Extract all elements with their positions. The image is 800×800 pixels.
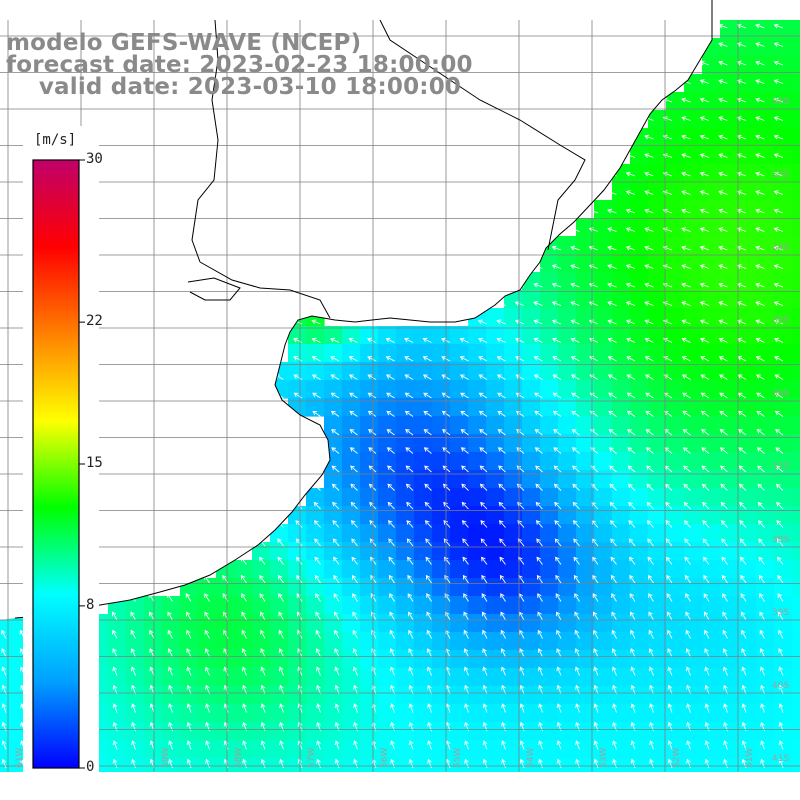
title-model: modelo GEFS-WAVE (NCEP) — [6, 30, 362, 56]
graticule — [0, 20, 800, 772]
lat-label: 32S — [772, 97, 789, 107]
lon-label: 55W — [453, 748, 463, 768]
lon-label: 59W — [161, 748, 171, 768]
wind-speed-field — [0, 20, 800, 800]
title-valid-date: valid date: 2023-03-10 18:00:00 — [6, 74, 462, 100]
lat-label: 35S — [772, 316, 789, 326]
lat-label: 34S — [772, 243, 789, 253]
lon-label: 52W — [672, 748, 682, 768]
colorbar-tick-label: 8 — [86, 596, 95, 613]
lat-label: 33S — [772, 170, 789, 180]
colorbar-tick-label: 15 — [86, 455, 103, 471]
colorbar-tick-label: 0 — [86, 759, 95, 775]
lon-label: 58W — [234, 748, 244, 768]
lon-label: 51W — [745, 748, 755, 768]
lon-label: 53W — [599, 748, 609, 768]
latitude-labels: 32S 33S 34S 35S 36S 37S 38S 39S 40S 41S — [772, 97, 789, 764]
colorbar-gradient — [32, 159, 80, 769]
lon-label: 57W — [307, 748, 317, 768]
lat-label: 40S — [772, 681, 789, 691]
coastline — [14, 0, 713, 619]
land-mask — [0, 0, 712, 620]
land-area — [0, 0, 712, 620]
lon-label: 56W — [380, 748, 390, 768]
lat-label: 41S — [772, 754, 789, 764]
lat-label: 37S — [772, 462, 789, 472]
lat-label: 36S — [772, 389, 789, 399]
lat-label: 39S — [772, 608, 789, 618]
lon-label: 61W — [15, 748, 25, 768]
colorbar — [23, 126, 99, 778]
lon-label: 54W — [526, 748, 536, 768]
colorbar-tick-label: 22 — [86, 313, 103, 330]
colorbar-unit: [m/s] — [34, 132, 77, 148]
colorbar-tick-label: 30 — [86, 151, 103, 167]
lat-label: 38S — [772, 535, 789, 545]
title-forecast-date: forecast date: 2023-02-23 18:00:00 — [6, 52, 473, 78]
